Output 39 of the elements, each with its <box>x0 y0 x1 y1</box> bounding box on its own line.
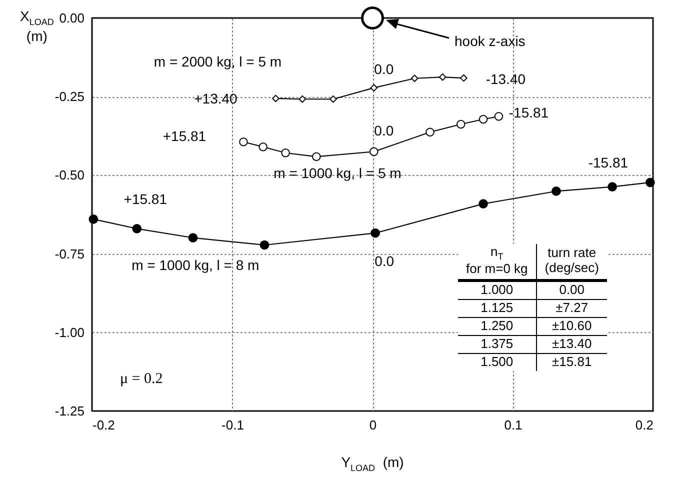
annotation: 0.0 <box>374 122 394 139</box>
annotation: 0.00 <box>536 280 607 300</box>
y-tick-label: -0.25 <box>54 89 84 104</box>
x-tick-label: 0 <box>369 418 377 432</box>
annotation: -15.81 <box>588 154 628 170</box>
series-label: m = 1000 kg, l = 5 m <box>274 164 402 181</box>
x-tick-label: 0.2 <box>635 418 654 432</box>
annotation: ±15.81 <box>551 353 593 371</box>
annotation: n$_{T}$ for m=0 kg <box>458 244 536 280</box>
x-axis-title: Y$_{LOAD}$ (m) <box>340 454 405 474</box>
y-axis-title: X$_{LOAD}$ (m) <box>20 8 54 44</box>
annotation: -15.81 <box>508 104 549 120</box>
x-tick-label: -0.1 <box>222 418 244 432</box>
annotation: ±10.60 <box>536 317 607 336</box>
annotation: -13.40 <box>486 71 526 88</box>
annotation: +15.81 <box>162 128 206 144</box>
annotation: 1.500 <box>458 353 536 371</box>
y-tick-label: -0.75 <box>54 246 84 262</box>
annotation: 1.000 <box>458 280 536 300</box>
annotation: 0.0 <box>374 60 394 77</box>
series-label: m = 2000 kg, l = 5 m <box>154 53 282 70</box>
annotation: turn rate (deg/sec) <box>536 244 607 280</box>
annotation: 1.250 <box>458 317 536 336</box>
annotation: μ = 0.2 <box>120 370 163 388</box>
annotation: 0.0 <box>374 253 394 270</box>
y-tick-label: -1.25 <box>54 404 84 418</box>
annotation: 1.375 <box>458 335 536 354</box>
y-tick-label: -0.50 <box>54 168 84 183</box>
annotation: +13.40 <box>194 90 238 106</box>
y-tick-label: -1.00 <box>54 324 84 340</box>
annotation: hook z-axis <box>454 33 526 49</box>
x-tick-label: -0.2 <box>92 418 115 432</box>
annotation: ±13.40 <box>536 335 607 354</box>
series-label: m = 1000 kg, l = 8 m <box>132 257 260 274</box>
annotation: ±7.27 <box>536 299 607 318</box>
x-tick-label: 0.1 <box>504 418 522 432</box>
annotation: +15.81 <box>124 191 168 208</box>
y-tick-label: 0.00 <box>59 10 84 26</box>
annotation: 1.125 <box>458 299 536 318</box>
